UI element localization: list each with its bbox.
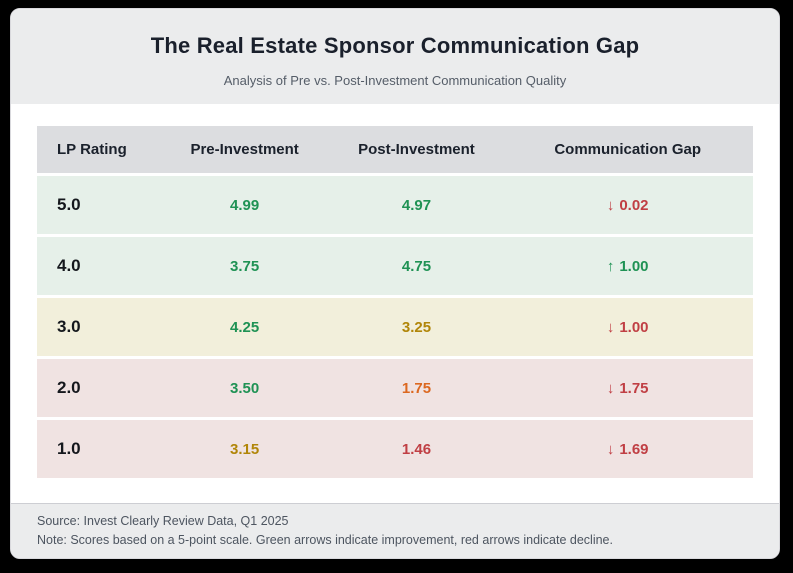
table-row: 3.0 4.25 3.25 ↓ 1.00: [37, 298, 753, 356]
gap-value: 0.02: [619, 196, 649, 214]
lp-rating-cell: 2.0: [57, 378, 81, 397]
infographic-card: The Real Estate Sponsor Communication Ga…: [10, 8, 780, 559]
lp-rating-cell: 5.0: [57, 195, 81, 214]
arrow-up-icon: ↑: [606, 257, 615, 275]
header-band: The Real Estate Sponsor Communication Ga…: [11, 9, 779, 104]
communication-gap-cell: ↓ 1.00: [502, 319, 753, 336]
communication-gap-cell: ↑ 1.00: [502, 258, 753, 275]
communication-gap-cell: ↓ 0.02: [502, 197, 753, 214]
post-investment-cell: 3.25: [401, 318, 432, 336]
gap-value: 1.75: [619, 379, 649, 397]
pre-investment-cell: 4.25: [230, 318, 260, 336]
table-header-row: LP Rating Pre-Investment Post-Investment…: [37, 126, 753, 173]
column-header-communication-gap: Communication Gap: [554, 141, 702, 158]
arrow-down-icon: ↓: [606, 379, 615, 397]
pre-investment-cell: 3.50: [230, 379, 260, 397]
post-investment-cell: 1.46: [401, 440, 432, 458]
gap-value: 1.69: [619, 440, 649, 458]
footer-band: Source: Invest Clearly Review Data, Q1 2…: [11, 503, 779, 558]
post-investment-cell: 1.75: [401, 379, 432, 397]
scale-note: Note: Scores based on a 5-point scale. G…: [37, 533, 613, 548]
column-header-lp-rating: LP Rating: [57, 141, 127, 158]
post-investment-cell: 4.75: [401, 257, 432, 275]
pre-investment-cell: 3.75: [230, 257, 260, 275]
lp-rating-cell: 4.0: [57, 256, 81, 275]
communication-gap-cell: ↓ 1.75: [502, 380, 753, 397]
column-header-post-investment: Post-Investment: [358, 141, 475, 158]
arrow-down-icon: ↓: [606, 318, 615, 336]
source-note: Source: Invest Clearly Review Data, Q1 2…: [37, 514, 289, 528]
pre-investment-cell: 3.15: [230, 440, 260, 458]
arrow-down-icon: ↓: [606, 440, 615, 458]
column-header-pre-investment: Pre-Investment: [190, 141, 299, 158]
arrow-down-icon: ↓: [606, 196, 615, 214]
pre-investment-cell: 4.99: [230, 196, 260, 214]
page-title: The Real Estate Sponsor Communication Ga…: [150, 33, 640, 58]
communication-gap-table: LP Rating Pre-Investment Post-Investment…: [37, 126, 753, 478]
table-row: 4.0 3.75 4.75 ↑ 1.00: [37, 237, 753, 295]
lp-rating-cell: 3.0: [57, 317, 81, 336]
table-row: 2.0 3.50 1.75 ↓ 1.75: [37, 359, 753, 417]
gap-value: 1.00: [619, 257, 649, 275]
communication-gap-cell: ↓ 1.69: [502, 441, 753, 458]
table-row: 1.0 3.15 1.46 ↓ 1.69: [37, 420, 753, 478]
lp-rating-cell: 1.0: [57, 439, 81, 458]
table-row: 5.0 4.99 4.97 ↓ 0.02: [37, 176, 753, 234]
page-subtitle: Analysis of Pre vs. Post-Investment Comm…: [223, 73, 567, 88]
gap-value: 1.00: [619, 318, 649, 336]
post-investment-cell: 4.97: [401, 196, 432, 214]
